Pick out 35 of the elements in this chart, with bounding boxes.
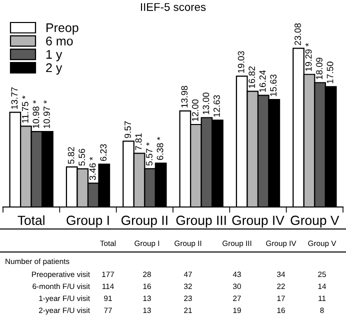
data-label: 15.63 — [270, 74, 277, 96]
legend-label: Preop — [46, 23, 78, 35]
data-label: 19.03 — [238, 51, 244, 73]
data-label: 6.23 — [100, 144, 107, 161]
data-label: 19.29 * — [305, 43, 312, 71]
legend-label: 6 mo — [46, 36, 73, 46]
data-label: 13.77 — [11, 87, 18, 109]
data-label: 5.57 * — [146, 142, 152, 166]
data-label: 3.46 * — [89, 156, 96, 180]
data-label: 10.98 * — [32, 100, 40, 128]
chart-title: IIEF-5 scores — [140, 3, 206, 11]
data-label: 13.00 — [202, 92, 210, 114]
legend-label: 1 y — [46, 50, 62, 62]
data-label: 17.50 — [326, 62, 334, 84]
data-label: 10.97 * — [44, 100, 50, 128]
x-tick-label: Group I — [66, 216, 109, 228]
data-label: 5.56 — [78, 148, 86, 166]
legend-label: 2 y — [46, 63, 62, 75]
data-label: 6.38 * — [156, 136, 164, 160]
x-tick-label: Total — [18, 215, 44, 226]
data-label: 16.82 — [248, 66, 256, 88]
data-label: 16.24 — [259, 70, 266, 92]
x-tick-label: Group IV — [232, 216, 284, 228]
data-label: 7.81 — [135, 133, 142, 150]
x-tick-label: Group V — [290, 216, 340, 228]
data-label: 12.63 — [214, 95, 220, 117]
data-label: 12.00 — [192, 99, 198, 122]
data-label: 13.98 — [181, 86, 188, 108]
data-label: 11.75 * — [22, 96, 28, 123]
data-label: 9.57 — [124, 121, 131, 138]
data-label: 23.08 — [294, 23, 301, 46]
data-label: 5.82 — [68, 147, 74, 164]
data-label: 18.09 — [316, 58, 322, 80]
x-tick-label: Group III — [176, 216, 226, 228]
x-tick-label: Group II — [122, 216, 168, 228]
